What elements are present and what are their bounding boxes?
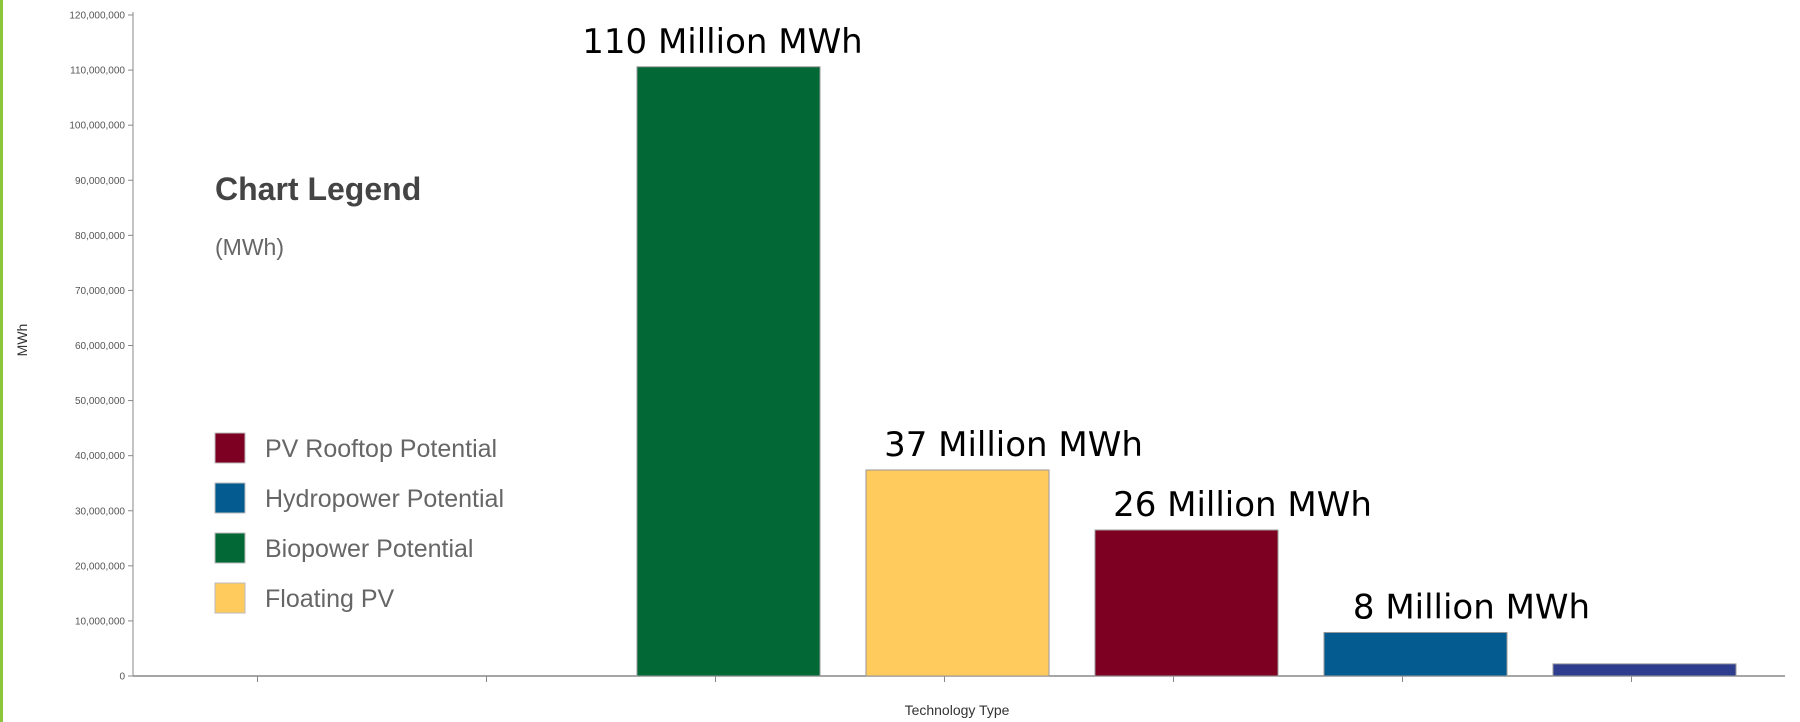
legend-swatch [214,432,246,464]
legend-label: Hydropower Potential [265,485,504,513]
legend-label: Biopower Potential [265,535,473,563]
y-tick-label: 50,000,000 [75,396,125,407]
y-tick-label: 30,000,000 [75,506,125,517]
legend-swatch [214,582,246,614]
legend-swatch [214,482,246,514]
bar [1552,663,1737,677]
y-tick-label: 0 [119,672,125,683]
left-accent-strip [0,0,3,722]
y-tick-label: 40,000,000 [75,451,125,462]
bar-annotations: 110 Million MWh 37 Million MWh 26 Million … [582,22,1590,628]
bar [1094,529,1279,677]
bar-annotation: 26 Million MWh [1113,485,1372,525]
bar [636,66,821,677]
legend-label: PV Rooftop Potential [265,435,497,463]
chart-legend: Chart Legend (MWh) PV Rooftop Potential H… [214,171,504,614]
bar-annotation: 110 Million MWh [582,22,862,62]
bar [1323,631,1508,677]
y-axis-ticks: 0 10,000,000 20,000,000 30,000,000 40,000,00… [69,11,133,683]
bar-annotation: 8 Million MWh [1353,587,1590,627]
legend-swatch [214,532,246,564]
y-tick-label: 110,000,000 [70,66,125,77]
y-tick-label: 70,000,000 [75,286,125,297]
bar-annotation: 37 Million MWh [884,425,1143,465]
bars [636,66,1737,677]
y-tick-label: 120,000,000 [69,11,125,22]
y-tick-label: 100,000,000 [69,121,125,132]
legend-unit: (MWh) [215,234,284,260]
y-tick-label: 60,000,000 [75,341,125,352]
legend-title: Chart Legend [215,171,421,207]
x-axis-title: Technology Type [905,702,1010,718]
y-tick-label: 90,000,000 [75,176,125,187]
y-axis-title: MWh [14,324,30,357]
y-tick-label: 20,000,000 [75,561,125,572]
y-tick-label: 10,000,000 [75,616,125,627]
legend-label: Floating PV [265,585,395,613]
y-tick-label: 80,000,000 [75,231,125,242]
bar [865,469,1050,677]
legend-items: PV Rooftop Potential Hydropower Potential… [214,432,504,614]
